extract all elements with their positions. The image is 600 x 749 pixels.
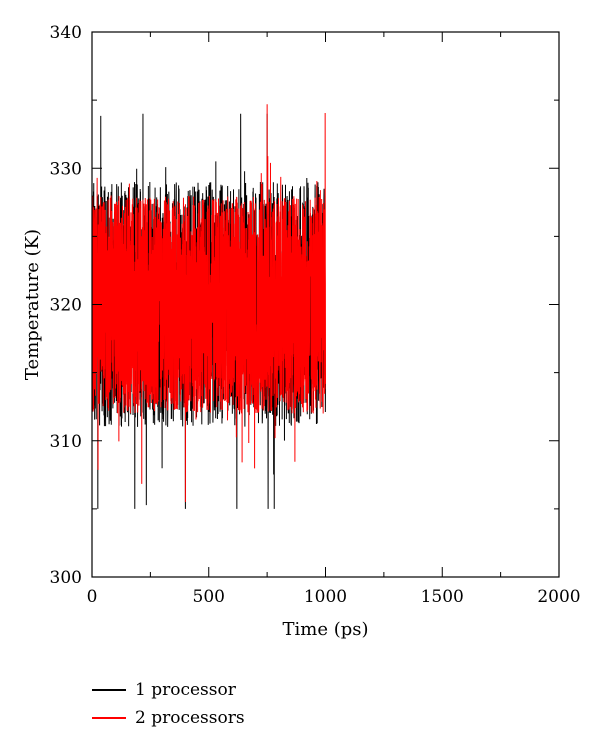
legend-item-2-processors: 2 processors [92,704,245,732]
x-tick-label: 0 [87,587,98,607]
y-tick-label: 330 [50,159,82,179]
y-axis-title: Temperature (K) [22,229,43,380]
y-tick-label: 300 [50,568,82,588]
temperature-chart: 0 500 1000 1500 2000 300 310 320 330 340 Time (ps… [22,23,581,640]
ticks-layer [91,31,560,578]
y-tick-label: 310 [50,432,82,452]
series-layer [91,104,326,509]
legend-label: 2 processors [135,708,245,728]
y-tick-label: 340 [50,23,82,43]
legend-item-1-processor: 1 processor [92,676,245,704]
x-tick-label: 1500 [421,587,464,607]
series-line-2-processors [91,104,326,503]
legend-swatch-red-line [92,717,126,719]
legend-label: 1 processor [135,680,236,700]
legend: 1 processor 2 processors [92,676,245,732]
x-tick-label: 2000 [537,587,580,607]
tick-labels: 0 500 1000 1500 2000 300 310 320 330 340 [50,23,581,607]
x-tick-label: 500 [193,587,225,607]
x-tick-label: 1000 [304,587,347,607]
x-axis-title: Time (ps) [282,619,368,640]
legend-swatch-black-line [92,689,126,691]
y-tick-label: 320 [50,296,82,316]
